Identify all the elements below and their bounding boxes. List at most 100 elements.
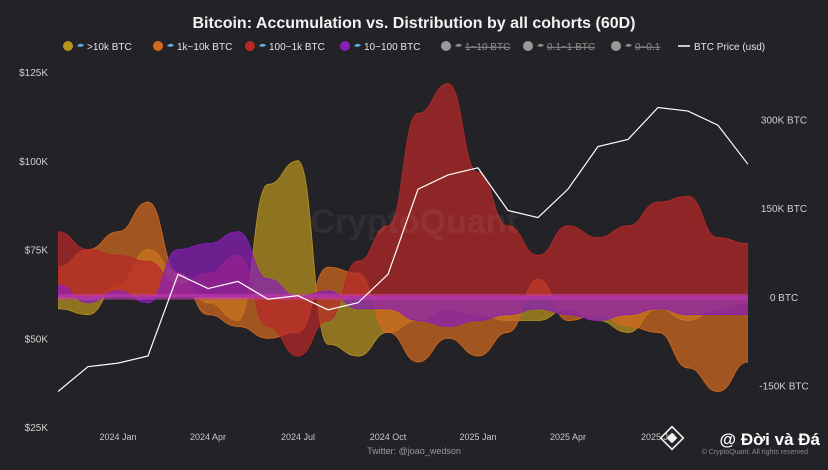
- data-point: [327, 343, 329, 345]
- legend-item-3[interactable]: 10~100 BTC: [340, 41, 420, 53]
- data-point: [387, 331, 389, 334]
- data-point: [507, 225, 509, 227]
- data-point: [597, 319, 599, 322]
- area-series-3: [58, 231, 748, 327]
- data-point: [477, 355, 479, 357]
- x-tick-label: 2025 Jan: [459, 432, 496, 442]
- data-point: [627, 325, 629, 328]
- data-point: [657, 307, 659, 310]
- data-point: [417, 112, 419, 115]
- left-tick-label: $25K: [25, 423, 49, 434]
- data-point: [267, 337, 269, 340]
- data-point: [717, 390, 719, 393]
- x-tick-label: 2024 Apr: [190, 432, 226, 442]
- crab-icon: [537, 43, 544, 47]
- data-point: [267, 183, 269, 186]
- fish-icon: [354, 43, 361, 47]
- data-point: [87, 313, 89, 316]
- data-point: [117, 230, 119, 233]
- data-point: [357, 260, 359, 263]
- chart-title: Bitcoin: Accumulation vs. Distribution b…: [192, 15, 635, 32]
- legend-label: 100~1k BTC: [269, 42, 325, 53]
- right-tick-label: 300K BTC: [761, 115, 807, 126]
- data-point: [387, 225, 389, 227]
- x-tick-label: 2024 Oct: [370, 432, 407, 442]
- legend-label: 0.1~1 BTC: [547, 42, 595, 53]
- left-tick-label: $75K: [25, 246, 49, 257]
- watermark: CryptoQuant: [310, 203, 518, 241]
- legend-swatch: [153, 41, 163, 51]
- overlay-text: @ Đời và Đá: [720, 430, 821, 449]
- data-point: [717, 313, 719, 316]
- right-tick-label: 0 BTC: [770, 293, 798, 304]
- data-point: [447, 83, 449, 85]
- data-point: [747, 242, 748, 245]
- data-point: [177, 248, 179, 251]
- x-tick-label: 2024 Jan: [99, 432, 136, 442]
- legend-swatch: [441, 41, 451, 51]
- data-point: [87, 248, 89, 251]
- legend-item-1[interactable]: 1k~10k BTC: [153, 41, 232, 53]
- data-point: [537, 307, 539, 310]
- data-point: [327, 266, 329, 269]
- data-point: [207, 242, 209, 245]
- shark-icon: [167, 43, 174, 47]
- data-point: [237, 325, 239, 328]
- legend-item-4[interactable]: 1~10 BTC: [441, 41, 510, 53]
- data-point: [687, 367, 689, 369]
- data-point: [477, 171, 479, 174]
- dolphin-icon: [259, 43, 266, 47]
- zero-band: [58, 293, 748, 300]
- legend-item-5[interactable]: 0.1~1 BTC: [523, 41, 595, 53]
- data-point: [747, 361, 748, 363]
- data-point: [267, 278, 269, 280]
- data-point: [657, 331, 659, 334]
- data-point: [417, 319, 419, 322]
- data-point: [297, 159, 299, 162]
- legend-label: 1k~10k BTC: [177, 42, 232, 53]
- x-tick-label: 2025 Jul: [641, 432, 675, 442]
- credit-text: Twitter: @joao_wedson: [367, 446, 461, 456]
- legend-swatch: [523, 41, 533, 51]
- data-point: [627, 225, 629, 227]
- data-point: [537, 254, 539, 257]
- legend-label: BTC Price (usd): [694, 42, 765, 53]
- data-point: [567, 313, 569, 316]
- legend-item-7[interactable]: BTC Price (usd): [678, 42, 765, 53]
- data-point: [567, 319, 569, 322]
- data-point: [147, 260, 149, 263]
- shrimp-icon: [625, 43, 632, 47]
- octopus-icon: [455, 43, 462, 47]
- legend-item-2[interactable]: 100~1k BTC: [245, 41, 325, 53]
- legend-label: 1~10 BTC: [465, 42, 510, 53]
- data-point: [147, 301, 149, 304]
- data-point: [537, 319, 539, 322]
- data-point: [207, 313, 209, 316]
- data-point: [267, 325, 269, 328]
- left-tick-label: $100K: [19, 157, 48, 168]
- x-tick-label: 2025 Apr: [550, 432, 586, 442]
- x-tick-label: 2024 Jul: [281, 432, 315, 442]
- data-point: [507, 331, 509, 334]
- left-tick-label: $50K: [25, 334, 49, 345]
- legend-swatch: [611, 41, 621, 51]
- right-tick-label: 150K BTC: [761, 204, 807, 215]
- data-point: [327, 290, 329, 292]
- data-point: [58, 307, 59, 310]
- legend-item-0[interactable]: >10k BTC: [63, 41, 132, 53]
- data-point: [237, 230, 239, 233]
- btc-price-line: [58, 106, 748, 392]
- legend-swatch: [245, 41, 255, 51]
- data-point: [117, 254, 119, 257]
- legend-label: 10~100 BTC: [364, 42, 420, 53]
- axes: $125K $100K $75K $50K $25K 300K BTC 150K BTC 0 …: [19, 68, 809, 442]
- right-tick-label: -150K BTC: [759, 382, 808, 393]
- data-point: [417, 361, 419, 363]
- data-point: [58, 284, 59, 286]
- legend-item-6[interactable]: 0~0.1: [611, 41, 661, 53]
- legend-label: >10k BTC: [87, 42, 132, 53]
- data-point: [58, 230, 59, 233]
- data-point: [567, 225, 569, 227]
